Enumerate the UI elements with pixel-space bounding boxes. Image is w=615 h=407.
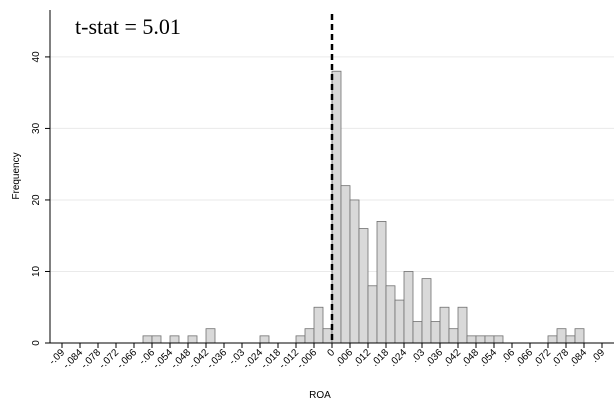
y-tick-label: 0 bbox=[31, 340, 42, 346]
bar bbox=[304, 328, 315, 344]
bar bbox=[322, 328, 333, 344]
bar bbox=[187, 335, 198, 344]
bar bbox=[430, 321, 441, 344]
bar bbox=[385, 285, 396, 344]
bar bbox=[376, 221, 387, 344]
bar bbox=[142, 335, 153, 344]
bar bbox=[448, 328, 459, 344]
bar bbox=[565, 335, 576, 344]
y-tick-label: 10 bbox=[31, 265, 42, 277]
y-tick-label: 30 bbox=[31, 122, 42, 134]
annotation: t-stat = 5.01 bbox=[75, 14, 181, 39]
bar bbox=[574, 328, 585, 344]
y-tick-label: 40 bbox=[31, 51, 42, 63]
y-tick-label: 20 bbox=[31, 194, 42, 206]
bar bbox=[367, 285, 378, 344]
bar bbox=[340, 185, 351, 344]
y-axis-label: Frequency bbox=[11, 152, 22, 199]
bar bbox=[556, 328, 567, 344]
x-axis-label: ROA bbox=[309, 390, 331, 401]
bar bbox=[349, 199, 360, 344]
bar bbox=[403, 271, 414, 344]
bar bbox=[547, 335, 558, 344]
bar bbox=[295, 335, 306, 344]
bar bbox=[169, 335, 180, 344]
bar bbox=[439, 306, 450, 344]
bar bbox=[493, 335, 504, 344]
bar bbox=[421, 278, 432, 344]
bar bbox=[484, 335, 495, 344]
bar bbox=[331, 70, 342, 344]
bar bbox=[358, 228, 369, 344]
bar bbox=[457, 306, 468, 344]
bar bbox=[394, 299, 405, 344]
bar bbox=[412, 321, 423, 344]
bar bbox=[313, 306, 324, 344]
bar bbox=[466, 335, 477, 344]
bar bbox=[205, 328, 216, 344]
bar bbox=[259, 335, 270, 344]
bar bbox=[151, 335, 162, 344]
bar bbox=[475, 335, 486, 344]
